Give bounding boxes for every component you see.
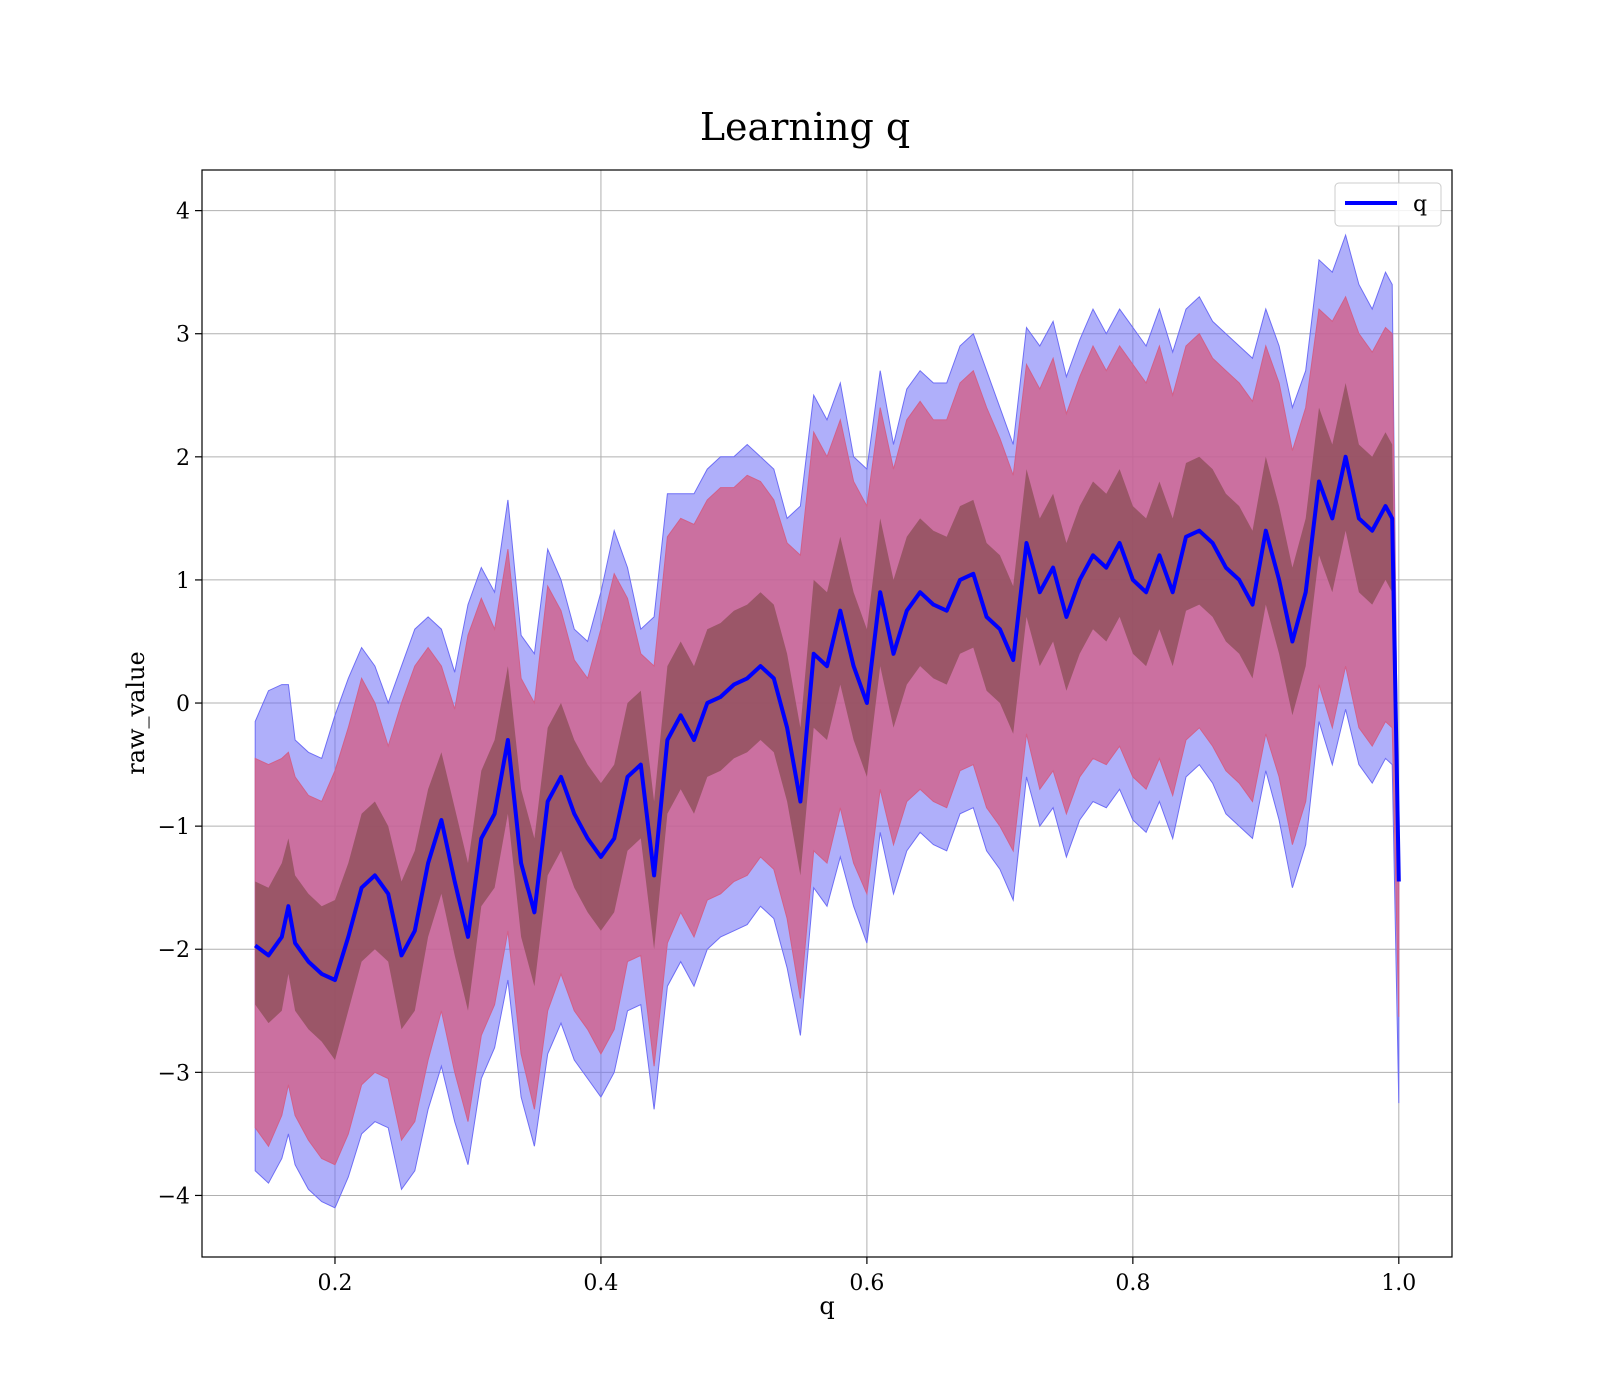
y-tick-label-2: −2 — [158, 938, 190, 963]
y-tick-label-4: 0 — [176, 692, 190, 717]
x-tick-label-3: 0.8 — [1115, 1271, 1150, 1296]
y-tick-label-3: −1 — [158, 815, 190, 840]
y-tick-label-8: 4 — [176, 200, 190, 225]
series-line-q — [254, 454, 1401, 982]
y-tick-label-7: 3 — [176, 323, 190, 348]
x-tick-label-0: 0.2 — [317, 1271, 352, 1296]
series-lines — [254, 454, 1401, 982]
legend-label-q: q — [1413, 192, 1427, 217]
y-axis-ticks: −4 −3 −2 −1 0 1 2 3 4 — [158, 200, 202, 1209]
legend: q — [1334, 182, 1442, 227]
y-axis-label: raw_value — [122, 651, 150, 775]
x-axis-ticks: 0.2 0.4 0.6 0.8 1.0 — [317, 1257, 1416, 1296]
plot-frame — [201, 169, 1453, 1258]
chart-title: Learning q — [700, 105, 910, 149]
x-axis-label: q — [819, 1292, 834, 1320]
y-tick-label-1: −3 — [158, 1061, 190, 1086]
x-tick-label-2: 0.6 — [849, 1271, 884, 1296]
y-tick-label-0: −4 — [158, 1184, 190, 1209]
y-tick-label-5: 1 — [176, 569, 190, 594]
plot-area — [201, 169, 1453, 1258]
x-tick-label-4: 1.0 — [1381, 1271, 1416, 1296]
y-tick-label-6: 2 — [176, 446, 190, 471]
x-tick-label-1: 0.4 — [583, 1271, 618, 1296]
